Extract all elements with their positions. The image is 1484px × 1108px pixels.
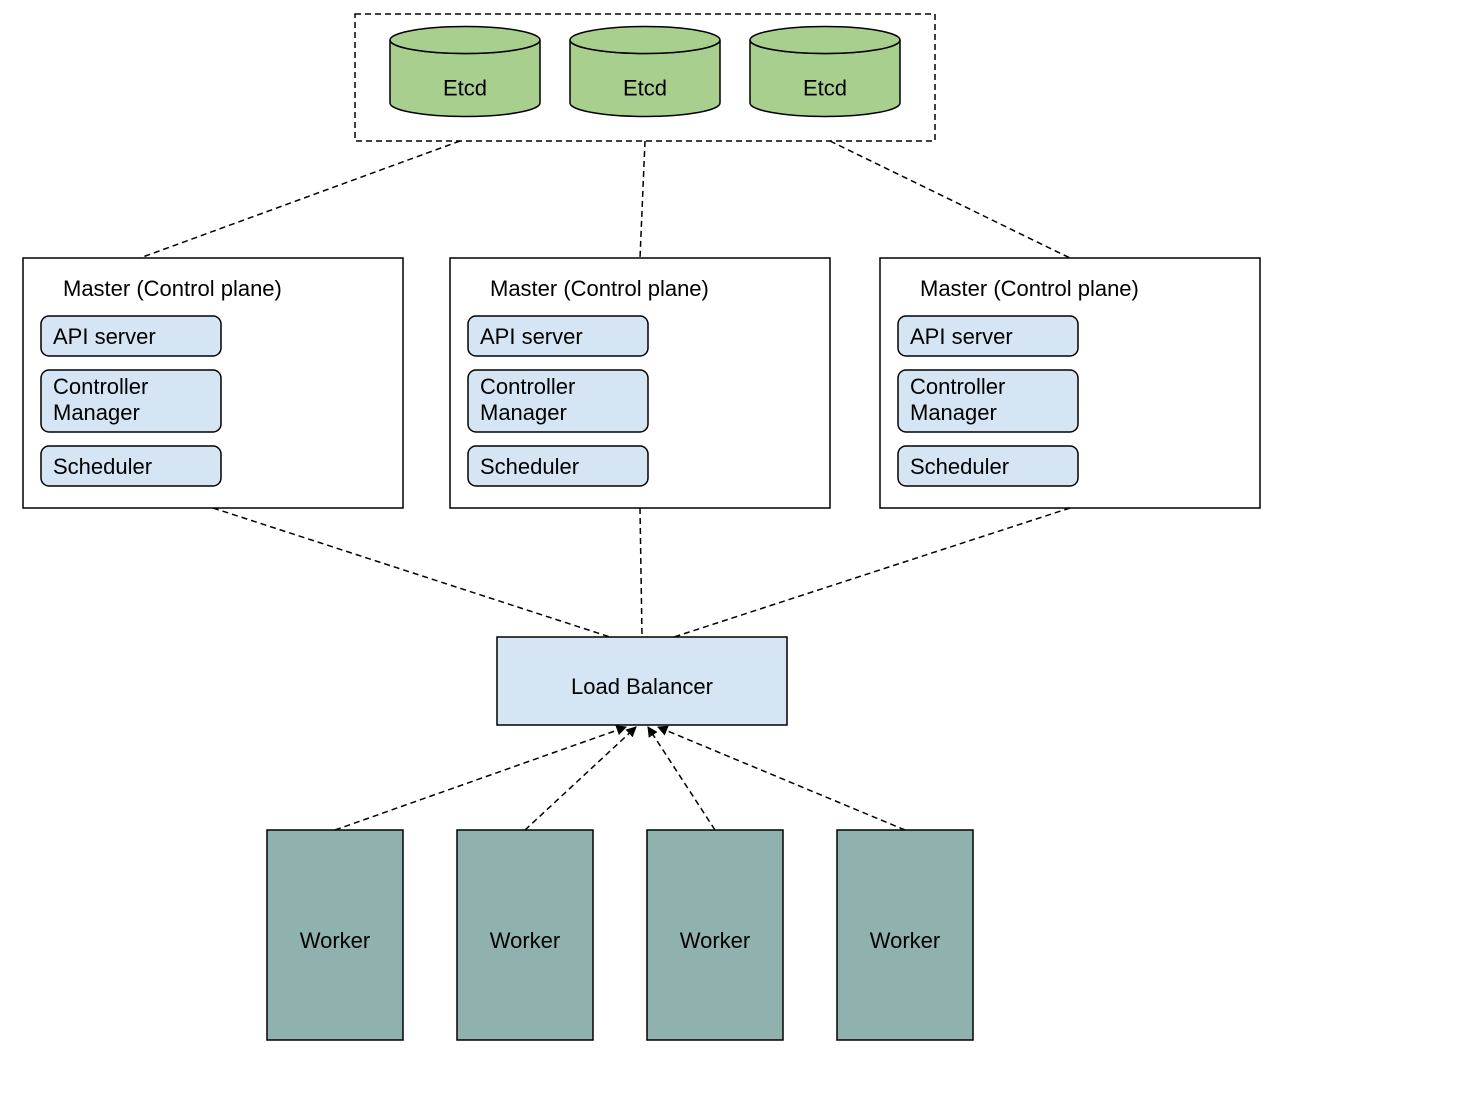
component-label: Scheduler — [480, 454, 579, 479]
master-box: Master (Control plane) API server Controll… — [23, 258, 403, 508]
worker-label: Worker — [300, 928, 371, 953]
component-label: Manager — [910, 400, 997, 425]
master-box: Master (Control plane) API server Controll… — [880, 258, 1260, 508]
edge-etcd-to-master — [640, 141, 645, 258]
component-label: Controller — [480, 374, 575, 399]
component-label: API server — [53, 324, 156, 349]
worker-label: Worker — [680, 928, 751, 953]
master-box: Master (Control plane) API server Controll… — [450, 258, 830, 508]
etcd-label: Etcd — [623, 75, 667, 100]
worker-label: Worker — [490, 928, 561, 953]
edge-etcd-to-master — [140, 141, 460, 258]
etcd-cylinder: Etcd — [390, 27, 540, 117]
component-label: Scheduler — [53, 454, 152, 479]
edge-worker-to-lb — [658, 727, 905, 830]
component-label: API server — [480, 324, 583, 349]
etcd-label: Etcd — [443, 75, 487, 100]
load-balancer-label: Load Balancer — [571, 674, 713, 699]
worker-label: Worker — [870, 928, 941, 953]
component-label: Scheduler — [910, 454, 1009, 479]
etcd-cylinder: Etcd — [570, 27, 720, 117]
edge-etcd-to-master — [830, 141, 1070, 258]
master-title: Master (Control plane) — [490, 276, 709, 301]
etcd-cylinder: Etcd — [750, 27, 900, 117]
component-label: Controller — [53, 374, 148, 399]
component-label: Controller — [910, 374, 1005, 399]
edge-master-to-lb — [213, 508, 610, 637]
edge-worker-to-lb — [335, 727, 626, 830]
component-label: API server — [910, 324, 1013, 349]
master-title: Master (Control plane) — [920, 276, 1139, 301]
master-title: Master (Control plane) — [63, 276, 282, 301]
component-label: Manager — [480, 400, 567, 425]
etcd-label: Etcd — [803, 75, 847, 100]
edge-master-to-lb — [640, 508, 642, 637]
edge-worker-to-lb — [648, 727, 715, 830]
component-label: Manager — [53, 400, 140, 425]
edge-master-to-lb — [674, 508, 1070, 637]
